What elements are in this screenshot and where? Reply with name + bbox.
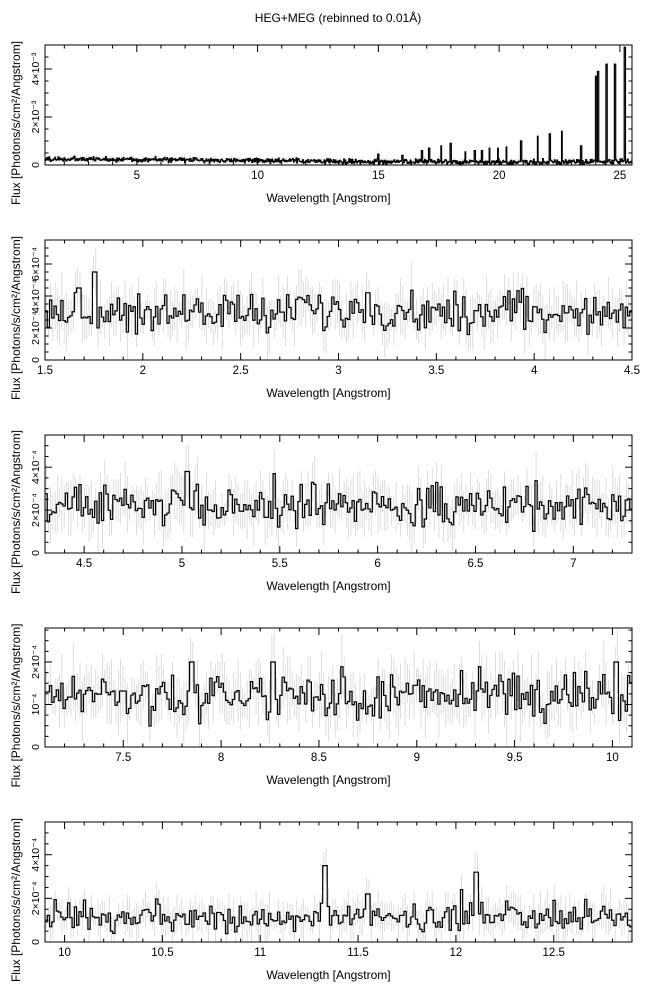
x-tick-label: 3.5 — [428, 365, 444, 377]
x-tick-label: 2.5 — [233, 365, 249, 377]
error-bars — [45, 45, 631, 165]
x-axis-label: Wavelength [Angstrom] — [266, 191, 390, 205]
y-axis-label: Flux [Photons/s/cm²/Angstrom] — [9, 41, 23, 205]
x-tick-label: 12.5 — [543, 947, 565, 959]
x-tick-label: 4.5 — [624, 365, 640, 377]
y-axis-label: Flux [Photons/s/cm²/Angstrom] — [9, 236, 23, 400]
x-tick-label: 9 — [414, 752, 420, 764]
spectrum-line — [45, 865, 632, 935]
spectrum-line — [45, 661, 632, 727]
y-tick-label: 4×10⁻⁴ — [30, 838, 42, 872]
x-tick-label: 1.5 — [37, 365, 53, 377]
x-tick-label: 4 — [531, 365, 538, 377]
plot-frame — [44, 44, 633, 166]
x-tick-label: 7.5 — [115, 752, 131, 764]
y-tick-label: 0 — [30, 939, 42, 945]
y-tick-label: 0 — [30, 162, 42, 168]
x-tick-label: 10 — [606, 752, 619, 764]
y-tick-label: 4×10⁻³ — [30, 52, 42, 85]
y-tick-label: 0 — [30, 744, 42, 750]
y-tick-label: 4×10⁻⁴ — [30, 450, 42, 484]
y-tick-label: 2×10⁻³ — [30, 100, 42, 133]
panel-3: 4.5 5 5.5 6 6.5 7 0 2×10⁻⁴ 4×10⁻⁴ Wavelength [Ang… — [9, 430, 633, 594]
x-tick-label: 4.5 — [76, 558, 92, 570]
panel-5: 10 10.5 11 11.5 12 12.5 0 2×10⁻⁴ 4×10⁻⁴ Wavelengt… — [9, 818, 633, 982]
x-tick-label: 8.5 — [311, 752, 327, 764]
y-axis-label: Flux [Photons/s/cm²/Angstrom] — [9, 430, 23, 594]
y-tick-label: 0 — [30, 357, 42, 363]
x-tick-label: 20 — [493, 170, 506, 182]
y-tick-label: 2×10⁻⁴ — [30, 645, 42, 679]
spectrum-line — [45, 46, 632, 165]
x-tick-label: 10 — [251, 170, 264, 182]
plot-frame — [44, 627, 633, 748]
panel-1: 5 10 15 20 25 0 2×10⁻³ 4×10⁻³ Wavelength [Angstr… — [9, 41, 633, 205]
x-tick-label: 9.5 — [507, 752, 523, 764]
y-tick-label: 2×10⁻⁴ — [30, 493, 42, 527]
panel-4: 7.5 8 8.5 9 9.5 10 0 10⁻⁴ 2×10⁻⁴ Wavelength [Angs… — [9, 623, 633, 788]
y-tick-label: 2×10⁻⁴ — [30, 882, 42, 916]
x-tick-label: 11.5 — [347, 947, 369, 959]
x-tick-label: 5 — [179, 558, 185, 570]
x-tick-label: 15 — [372, 170, 385, 182]
spectrum-line — [45, 470, 632, 533]
error-bars — [45, 849, 632, 942]
x-tick-label: 8 — [218, 752, 224, 764]
y-tick-label: 0 — [30, 550, 42, 556]
x-axis-label: Wavelength [Angstrom] — [266, 579, 390, 593]
x-tick-label: 6 — [374, 558, 380, 570]
x-tick-label: 25 — [614, 170, 627, 182]
x-tick-label: 2 — [140, 365, 146, 377]
x-tick-label: 10 — [58, 947, 71, 959]
spectrum-line — [45, 271, 632, 336]
x-tick-label: 7 — [570, 558, 576, 570]
y-tick-label: 6×10⁻⁴ — [30, 247, 42, 281]
y-tick-label: 4×10⁻⁴ — [30, 279, 42, 313]
panel-2: 1.5 2 2.5 3 3.5 4 4.5 0 2×10⁻⁴4×10⁻⁴6×10⁻⁴ Wavele… — [9, 236, 640, 400]
y-tick-label: 10⁻⁴ — [30, 694, 42, 716]
x-axis-label: Wavelength [Angstrom] — [266, 773, 390, 787]
x-tick-label: 5.5 — [272, 558, 288, 570]
y-axis-label: Flux [Photons/s/cm²/Angstrom] — [9, 818, 23, 982]
y-tick-label: 2×10⁻⁴ — [30, 311, 42, 345]
plot-frame — [44, 239, 633, 361]
x-tick-label: 12 — [450, 947, 463, 959]
error-bars — [45, 629, 632, 747]
x-axis-label: Wavelength [Angstrom] — [266, 386, 390, 400]
x-tick-label: 10.5 — [151, 947, 173, 959]
y-axis-label: Flux [Photons/s/cm²/Angstrom] — [9, 623, 23, 787]
figure-title: HEG+MEG (rebinned to 0.01Å) — [255, 10, 421, 25]
x-tick-label: 6.5 — [467, 558, 483, 570]
x-axis-label: Wavelength [Angstrom] — [266, 968, 390, 982]
x-tick-label: 5 — [134, 170, 140, 182]
x-tick-label: 3 — [335, 365, 341, 377]
x-tick-label: 11 — [254, 947, 266, 959]
